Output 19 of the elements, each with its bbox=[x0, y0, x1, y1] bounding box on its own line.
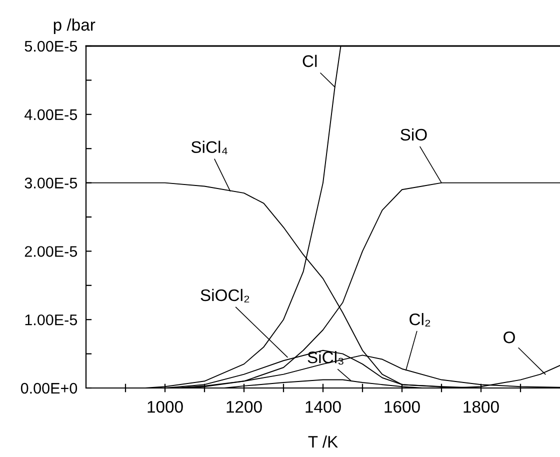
annotation: SiCl₄ bbox=[191, 140, 228, 154]
y-axis-title: p /bar bbox=[54, 18, 96, 34]
annotation: SiOCl₂ bbox=[200, 288, 250, 302]
y-tick-label: 3.00E-5 bbox=[24, 178, 78, 188]
annotation: Cl₂ bbox=[410, 313, 430, 327]
y-tick-label: 2.00E-5 bbox=[24, 246, 78, 257]
y-tick-label: 1.00E-5 bbox=[25, 314, 78, 326]
x-tick-label: 1800 bbox=[464, 400, 499, 413]
annotation: SiO bbox=[400, 128, 427, 141]
x-tick-label: 1600 bbox=[384, 400, 420, 413]
x-tick-label: 1400 bbox=[306, 400, 341, 413]
x-tick-label: 1000 bbox=[148, 400, 183, 413]
y-tick-label: 4.00E-5 bbox=[24, 109, 78, 120]
x-axis-title: T /K bbox=[308, 435, 338, 448]
x-tick-label: 1200 bbox=[226, 400, 262, 413]
annotation: Cl bbox=[302, 54, 317, 68]
annotation: O bbox=[504, 331, 515, 344]
y-tick-label: 5.00E-5 bbox=[24, 40, 78, 52]
y-tick-label: 0.00E+0 bbox=[20, 382, 78, 394]
